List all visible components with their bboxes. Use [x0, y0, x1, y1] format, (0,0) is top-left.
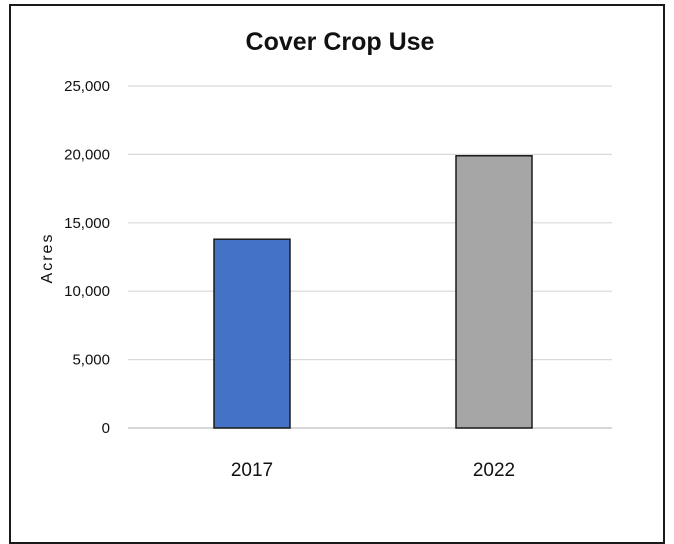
- y-tick-label: 20,000: [64, 146, 110, 163]
- gridlines: [128, 85, 612, 429]
- x-category-label: 2022: [473, 460, 515, 481]
- bar-2022: [455, 155, 533, 429]
- y-tick-labels: 0 5,000 10,000 15,000 20,000 25,000: [64, 78, 110, 437]
- y-tick-label: 25,000: [64, 78, 110, 95]
- x-category-label: 2017: [231, 460, 273, 481]
- bar-2017: [213, 238, 291, 429]
- y-tick-label: 10,000: [64, 283, 110, 300]
- y-tick-label: 15,000: [64, 215, 110, 232]
- y-tick-label: 0: [102, 420, 110, 437]
- y-axis-label: Acres: [39, 233, 56, 284]
- chart-title: Cover Crop Use: [246, 28, 435, 56]
- chart-frame: [9, 4, 665, 544]
- y-tick-label: 5,000: [72, 352, 110, 369]
- bars: [213, 155, 533, 429]
- x-category-labels: 2017 2022: [231, 460, 515, 481]
